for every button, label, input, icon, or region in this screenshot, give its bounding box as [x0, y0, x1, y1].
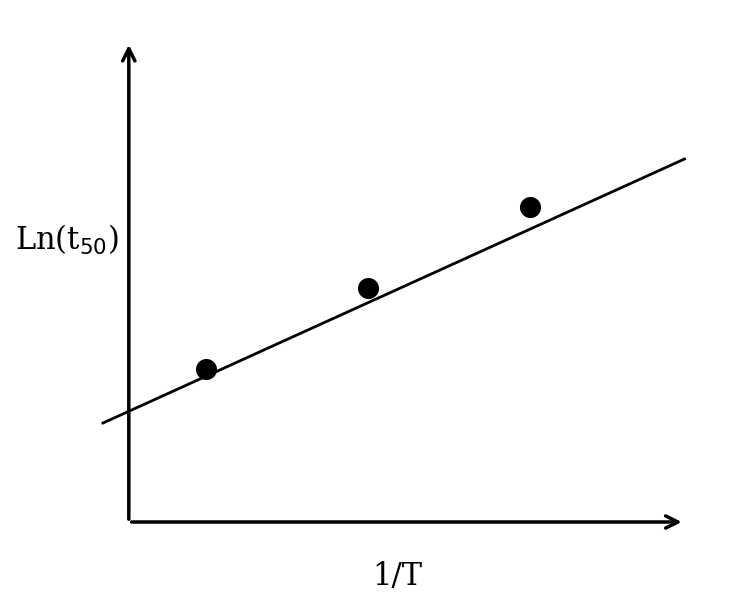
Point [200, 364, 212, 374]
Point [524, 202, 536, 212]
Text: Ln(t$_{50}$): Ln(t$_{50}$) [15, 223, 118, 257]
Text: 1/T: 1/T [372, 560, 422, 592]
Point [362, 283, 374, 293]
